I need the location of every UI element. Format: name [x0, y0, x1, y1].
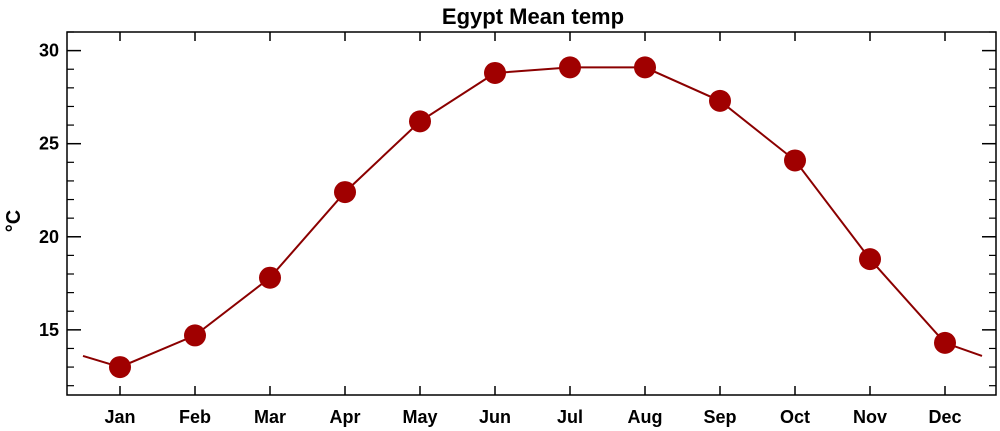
x-tick-label: Jun [479, 407, 511, 427]
y-tick-label: 25 [39, 134, 59, 154]
series-line [82, 66, 983, 369]
x-tick-label: Sep [703, 407, 736, 427]
data-point [859, 248, 881, 271]
x-tick-label: Mar [254, 407, 286, 427]
x-tick-label: Feb [179, 407, 211, 427]
x-tick-label: May [402, 407, 437, 427]
y-axis-label: °C [3, 210, 25, 232]
x-tick-label: Oct [780, 407, 810, 427]
data-point [409, 110, 431, 133]
data-point [709, 89, 731, 112]
data-point [184, 324, 206, 347]
data-point [634, 56, 656, 79]
x-tick-label: Aug [628, 407, 663, 427]
labels-layer: Jan Feb Mar Apr May Jun Jul Aug Sep Oct Nov Dec 15 20… [39, 41, 962, 427]
x-tick-label: Dec [928, 407, 961, 427]
data-point [259, 266, 281, 289]
x-tick-label: Apr [330, 407, 361, 427]
x-tick-label: Nov [853, 407, 887, 427]
data-point [559, 56, 581, 79]
data-point [334, 181, 356, 204]
x-tick-label: Jul [557, 407, 583, 427]
data-point [484, 61, 506, 84]
data-point [109, 356, 131, 379]
data-point [934, 331, 956, 354]
ticks-layer [67, 31, 996, 395]
y-tick-label: 15 [39, 320, 59, 340]
plot-frame [66, 31, 997, 396]
x-tick-label: Jan [104, 407, 135, 427]
series-layer [82, 56, 983, 379]
chart-title: Egypt Mean temp [442, 4, 624, 29]
data-point [784, 149, 806, 172]
y-tick-label: 20 [39, 227, 59, 247]
y-tick-label: 30 [39, 41, 59, 61]
